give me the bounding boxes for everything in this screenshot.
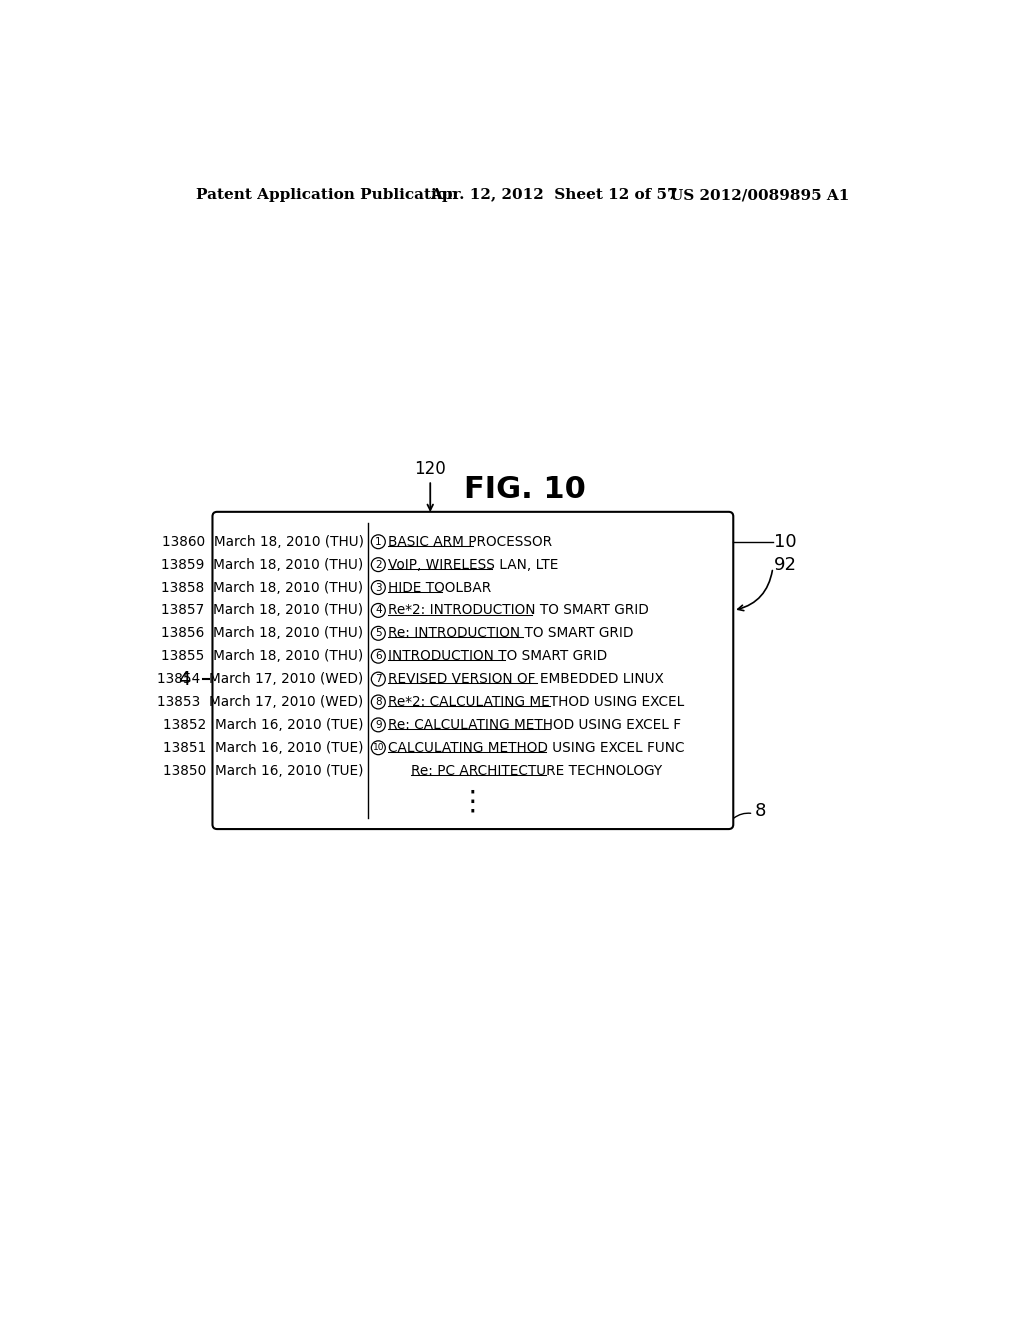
Text: 1: 1 bbox=[375, 537, 382, 546]
Text: 5: 5 bbox=[375, 628, 382, 639]
Text: Re: INTRODUCTION TO SMART GRID: Re: INTRODUCTION TO SMART GRID bbox=[388, 626, 633, 640]
Text: BASIC ARM PROCESSOR: BASIC ARM PROCESSOR bbox=[388, 535, 552, 549]
Text: VoIP, WIRELESS LAN, LTE: VoIP, WIRELESS LAN, LTE bbox=[388, 557, 558, 572]
Text: FIG. 10: FIG. 10 bbox=[464, 475, 586, 504]
Text: 13853  March 17, 2010 (WED): 13853 March 17, 2010 (WED) bbox=[158, 696, 364, 709]
Text: Apr. 12, 2012  Sheet 12 of 57: Apr. 12, 2012 Sheet 12 of 57 bbox=[430, 189, 678, 202]
Text: 4: 4 bbox=[375, 606, 382, 615]
Circle shape bbox=[372, 603, 385, 618]
Circle shape bbox=[372, 718, 385, 731]
Text: 92: 92 bbox=[774, 556, 798, 574]
Text: 8: 8 bbox=[755, 801, 766, 820]
Text: 13850  March 16, 2010 (TUE): 13850 March 16, 2010 (TUE) bbox=[163, 764, 364, 777]
Text: 120: 120 bbox=[415, 459, 446, 478]
Text: 13851  March 16, 2010 (TUE): 13851 March 16, 2010 (TUE) bbox=[163, 741, 364, 755]
Text: 6: 6 bbox=[375, 651, 382, 661]
Text: 13859  March 18, 2010 (THU): 13859 March 18, 2010 (THU) bbox=[162, 557, 364, 572]
Text: 2: 2 bbox=[375, 560, 382, 570]
Text: 10: 10 bbox=[774, 533, 797, 550]
Circle shape bbox=[372, 696, 385, 709]
Text: 3: 3 bbox=[375, 582, 382, 593]
Text: 8: 8 bbox=[375, 697, 382, 708]
Circle shape bbox=[372, 627, 385, 640]
Text: Re: PC ARCHITECTURE TECHNOLOGY: Re: PC ARCHITECTURE TECHNOLOGY bbox=[411, 764, 662, 777]
Text: 4: 4 bbox=[178, 669, 190, 689]
Text: 13857  March 18, 2010 (THU): 13857 March 18, 2010 (THU) bbox=[162, 603, 364, 618]
Text: 13852  March 16, 2010 (TUE): 13852 March 16, 2010 (TUE) bbox=[163, 718, 364, 731]
Text: 13858  March 18, 2010 (THU): 13858 March 18, 2010 (THU) bbox=[162, 581, 364, 594]
Text: Patent Application Publication: Patent Application Publication bbox=[197, 189, 458, 202]
Text: Re: CALCULATING METHOD USING EXCEL F: Re: CALCULATING METHOD USING EXCEL F bbox=[388, 718, 681, 731]
Text: 13856  March 18, 2010 (THU): 13856 March 18, 2010 (THU) bbox=[162, 626, 364, 640]
Text: 13860  March 18, 2010 (THU): 13860 March 18, 2010 (THU) bbox=[162, 535, 364, 549]
Text: CALCULATING METHOD USING EXCEL FUNC: CALCULATING METHOD USING EXCEL FUNC bbox=[388, 741, 684, 755]
Circle shape bbox=[372, 558, 385, 572]
Circle shape bbox=[372, 581, 385, 594]
Circle shape bbox=[372, 535, 385, 549]
Text: 7: 7 bbox=[375, 675, 382, 684]
Text: Re*2: INTRODUCTION TO SMART GRID: Re*2: INTRODUCTION TO SMART GRID bbox=[388, 603, 648, 618]
Circle shape bbox=[372, 649, 385, 663]
Text: Re*2: CALCULATING METHOD USING EXCEL: Re*2: CALCULATING METHOD USING EXCEL bbox=[388, 696, 684, 709]
Text: REVISED VERSION OF EMBEDDED LINUX: REVISED VERSION OF EMBEDDED LINUX bbox=[388, 672, 664, 686]
Circle shape bbox=[372, 672, 385, 686]
Text: 10: 10 bbox=[373, 743, 384, 752]
Text: HIDE TOOLBAR: HIDE TOOLBAR bbox=[388, 581, 490, 594]
FancyBboxPatch shape bbox=[212, 512, 733, 829]
Text: INTRODUCTION TO SMART GRID: INTRODUCTION TO SMART GRID bbox=[388, 649, 607, 663]
Text: 13855  March 18, 2010 (THU): 13855 March 18, 2010 (THU) bbox=[162, 649, 364, 663]
Text: 9: 9 bbox=[375, 719, 382, 730]
Text: ⋮: ⋮ bbox=[459, 787, 486, 816]
Circle shape bbox=[372, 741, 385, 755]
Text: US 2012/0089895 A1: US 2012/0089895 A1 bbox=[671, 189, 850, 202]
Text: 13854  March 17, 2010 (WED): 13854 March 17, 2010 (WED) bbox=[158, 672, 364, 686]
